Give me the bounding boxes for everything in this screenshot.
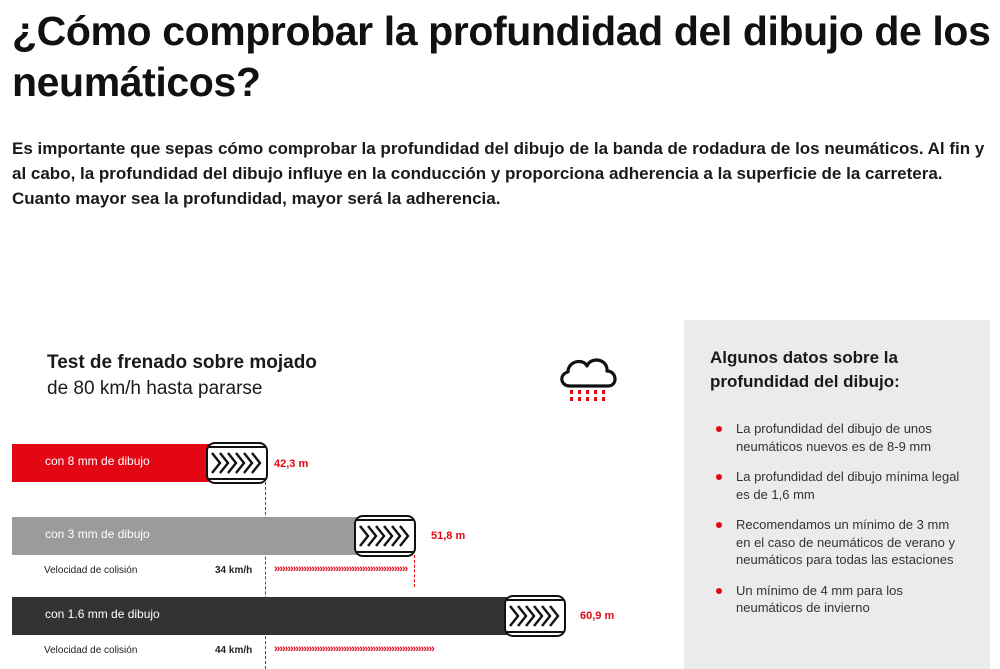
distance-1-6mm: 60,9 m [580,610,615,622]
info-item-text: La profundidad del dibujo de unos neumát… [736,421,932,454]
info-list-item: La profundidad del dibujo mínima legal e… [714,468,964,503]
info-item-text: Un mínimo de 4 mm para los neumáticos de… [736,582,903,616]
tire-tread-icon [504,595,566,637]
article-title: ¿Cómo comprobar la profundidad del dibuj… [12,8,991,105]
bullet-icon [716,426,722,432]
info-list: La profundidad del dibujo de unos neumát… [714,420,964,630]
distance-3mm: 51,8 m [431,530,466,542]
bar-3mm: con 3 mm de dibujo [12,515,416,557]
bullet-icon [716,587,722,594]
collision-speed-label: Velocidad de colisión [44,565,138,576]
infographic-title: Test de frenado sobre mojado [47,352,317,373]
stop-line-3mm [414,555,415,587]
tire-tread-icon [354,515,416,557]
collision-arrows: ››››››››››››››››››››››››››››››››››››››››… [274,563,408,575]
stop-line-8mm [265,482,266,669]
collision-speed-value: 34 km/h [215,565,253,576]
info-list-item: La profundidad del dibujo de unos neumát… [714,420,964,455]
bar-label: con 8 mm de dibujo [45,454,150,468]
info-panel: Algunos datos sobre la profundidad del d… [684,320,990,669]
collision-speed-label: Velocidad de colisión [44,645,138,656]
collision-arrows: ››››››››››››››››››››››››››››››››››››››››… [274,643,435,655]
bar-8mm: con 8 mm de dibujo [12,442,268,484]
bar-1-6mm: con 1.6 mm de dibujo [12,595,566,637]
rain-cloud-icon [560,358,617,401]
info-item-text: La profundidad del dibujo mínima legal e… [736,469,960,502]
infographic-subtitle: de 80 km/h hasta pararse [47,378,263,399]
info-list-item: Un mínimo de 4 mm para los neumáticos de… [714,582,964,617]
collision-speed-value: 44 km/h [215,645,253,656]
tire-tread-icon [206,442,268,484]
info-list-item: Recomendamos un mínimo de 3 mm en el cas… [714,516,964,569]
bar-label: con 3 mm de dibujo [45,527,150,541]
distance-8mm: 42,3 m [274,458,309,470]
info-panel-title: Algunos datos sobre la profundidad del d… [710,348,900,391]
bullet-icon [716,522,722,528]
info-item-text: Recomendamos un mínimo de 3 mm en el cas… [736,517,955,567]
bullet-icon [716,474,722,480]
bar-label: con 1.6 mm de dibujo [45,607,160,621]
article-intro: Es importante que sepas cómo comprobar l… [12,139,985,208]
